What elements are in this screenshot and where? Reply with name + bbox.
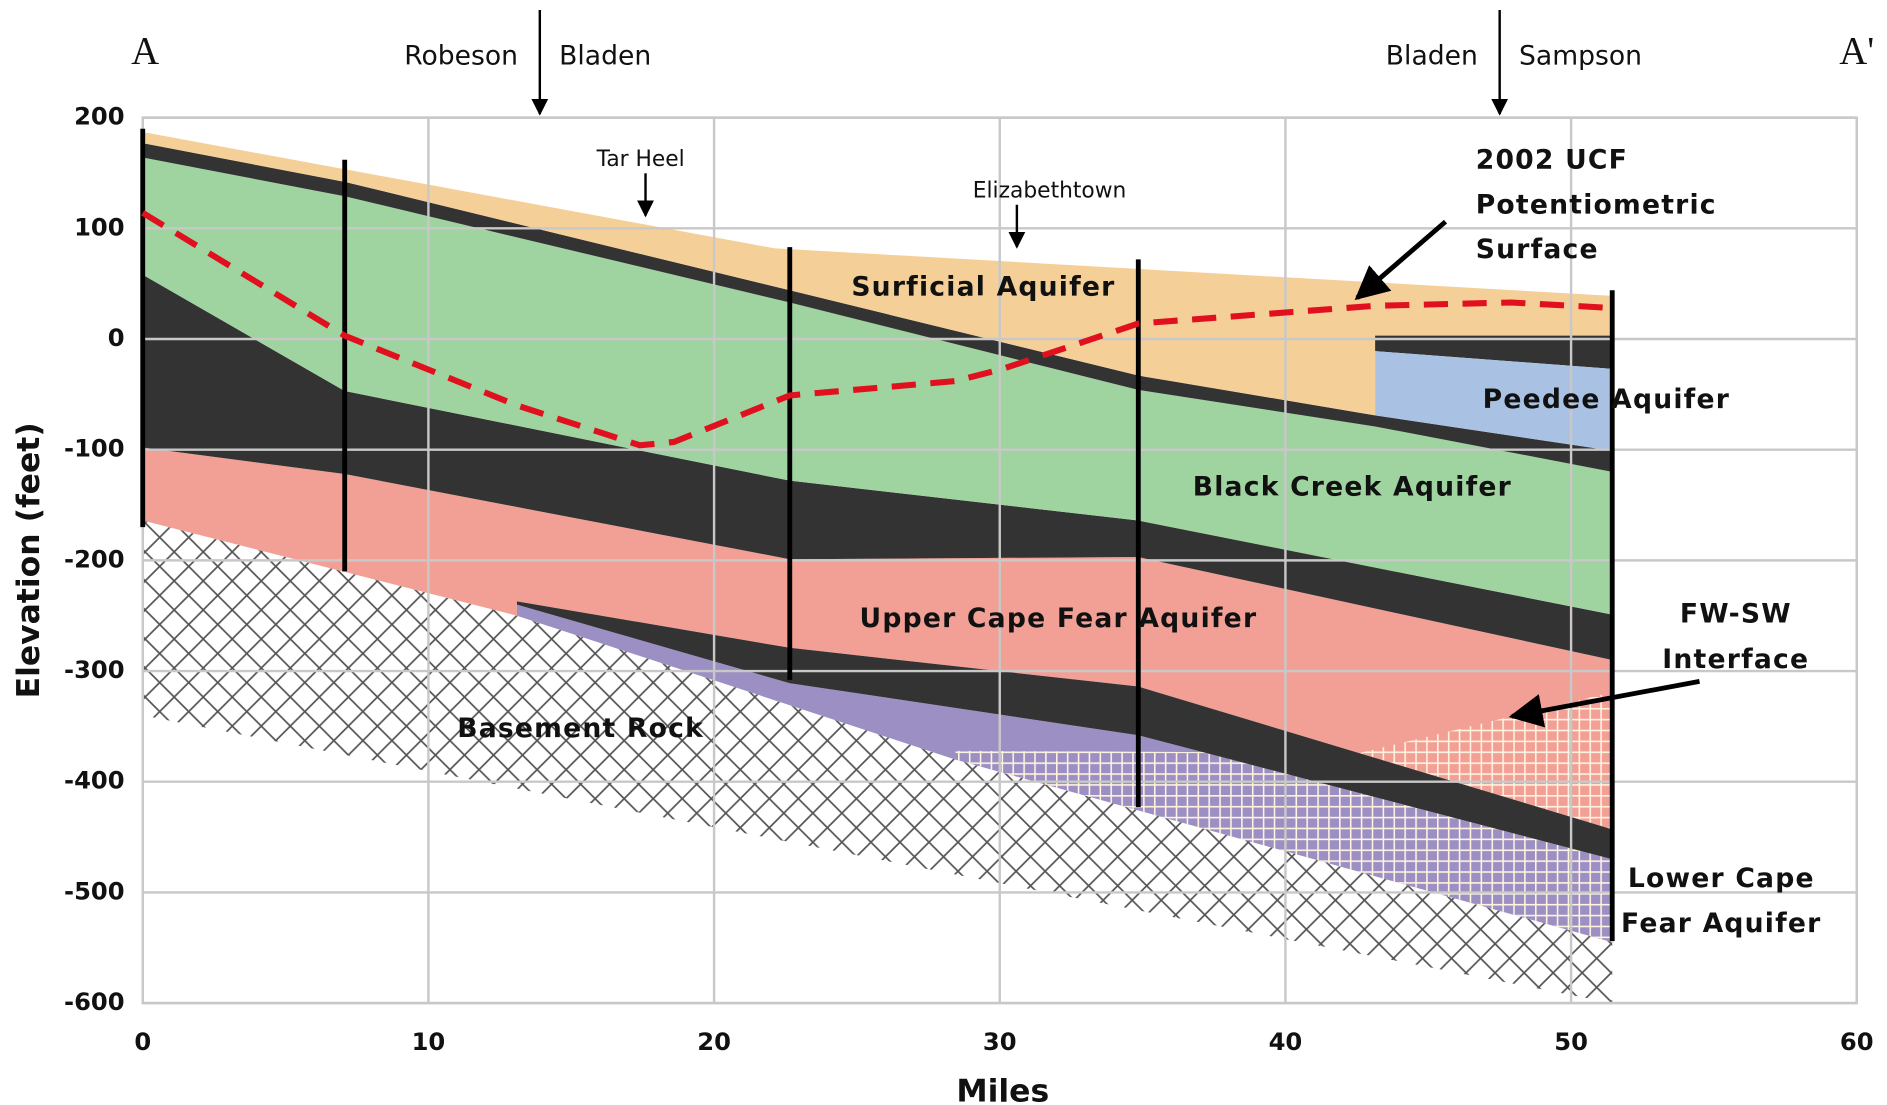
x-tick-label: 40 [1269,1028,1303,1056]
layer-label: Black Creek Aquifer [1193,471,1512,502]
layer-label: FW-SW [1680,598,1792,629]
y-tick-label: -100 [64,435,125,463]
layer-label: Fear Aquifer [1621,908,1821,939]
county-label: Sampson [1519,41,1642,72]
x-tick-label: 10 [412,1028,446,1056]
x-tick-label: 30 [983,1028,1017,1056]
series-label: Potentiometric [1476,189,1717,220]
town-label: Tar Heel [596,147,685,172]
x-tick-label: 0 [134,1028,151,1056]
x-axis-label: Miles [956,1074,1049,1105]
section-end: A' [1839,31,1874,73]
layer-label: Surficial Aquifer [851,272,1115,303]
y-tick-label: -200 [64,545,125,573]
series-label: Surface [1476,234,1599,265]
layer-label: Upper Cape Fear Aquifer [860,603,1258,634]
layer-label: Lower Cape [1628,863,1815,894]
county-label: Robeson [404,41,518,72]
x-tick-label: 50 [1554,1028,1588,1056]
x-tick-label: 60 [1840,1028,1874,1056]
y-tick-label: -500 [64,877,125,905]
county-label: Bladen [559,41,651,72]
y-tick-label: 200 [74,103,125,131]
x-tick-label: 20 [697,1028,731,1056]
y-tick-label: 100 [74,213,125,241]
layer-label: Peedee Aquifer [1483,384,1730,415]
y-tick-label: -300 [64,656,125,684]
layer-label: Interface [1662,644,1809,675]
y-axis-label: Elevation (feet) [11,422,47,698]
chart: Miles Elevation (feet) A A' 0 10 20 30 40 50 6… [0,0,1887,1105]
layer-label: Basement Rock [457,713,704,744]
y-tick-label: -400 [64,767,125,795]
series-label: 2002 UCF [1476,145,1628,176]
y-tick-label: 0 [108,324,125,352]
y-tick-label: -600 [64,988,125,1016]
county-label: Bladen [1386,41,1478,72]
town-label: Elizabethtown [973,178,1127,203]
layers [143,132,1612,1003]
section-end: A [131,31,159,73]
